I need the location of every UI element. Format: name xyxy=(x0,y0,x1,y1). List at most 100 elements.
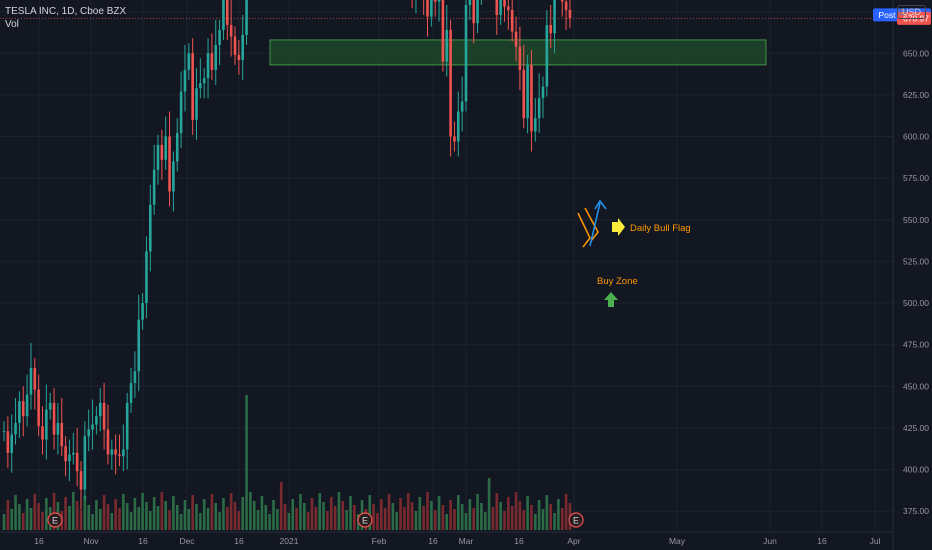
currency-button[interactable]: USD xyxy=(896,5,926,19)
candle-body xyxy=(437,0,441,2)
x-tick-label: 16 xyxy=(34,536,44,546)
candle-body xyxy=(472,0,475,24)
y-tick-label: 625.00 xyxy=(903,90,929,100)
volume-bar xyxy=(145,502,148,530)
volume-bar xyxy=(160,492,164,530)
candle-body xyxy=(41,426,44,440)
candle-body xyxy=(60,422,64,447)
volume-bar xyxy=(172,496,175,530)
volume-bar xyxy=(368,495,372,530)
volume-bar xyxy=(437,496,441,530)
volume-bar xyxy=(245,395,248,530)
volume-bar xyxy=(83,496,87,530)
candle-body xyxy=(449,29,452,137)
candle-body xyxy=(549,24,552,34)
volume-bar xyxy=(464,513,468,530)
volume-bar xyxy=(341,501,345,530)
volume-bar xyxy=(433,510,437,530)
volume-bar xyxy=(291,499,295,530)
candle-body xyxy=(129,382,133,403)
volume-indicator-label[interactable]: Vol xyxy=(5,19,19,30)
earnings-marker-label: E xyxy=(52,516,58,526)
candle-body xyxy=(433,0,437,2)
volume-bar xyxy=(314,507,318,530)
x-tick-label: Dec xyxy=(179,536,195,546)
volume-bar xyxy=(345,510,348,530)
volume-bar xyxy=(256,510,260,530)
candle-body xyxy=(110,449,114,455)
volume-bar xyxy=(430,501,433,530)
symbol-title[interactable]: TESLA INC, 1D, Cboe BZX xyxy=(5,6,127,17)
candle-body xyxy=(14,422,17,435)
x-tick-label: 16 xyxy=(514,536,524,546)
candle-body xyxy=(510,9,514,32)
volume-bar xyxy=(72,492,75,530)
bull-flag-line xyxy=(584,207,599,242)
volume-bar xyxy=(133,498,137,530)
volume-bar xyxy=(249,492,252,530)
volume-bar xyxy=(175,505,179,530)
candle-body xyxy=(453,136,456,142)
volume-bar xyxy=(418,497,422,530)
volume-bar xyxy=(210,494,214,530)
volume-bar xyxy=(102,495,106,530)
candle-body xyxy=(464,4,468,102)
volume-bar xyxy=(110,513,114,530)
breakout-arrow xyxy=(589,202,601,247)
candle-body xyxy=(210,53,214,70)
volume-bar xyxy=(125,503,129,530)
volume-bar xyxy=(549,504,552,530)
candle-body xyxy=(229,24,233,37)
volume-bar xyxy=(241,497,244,530)
volume-bar xyxy=(122,494,125,530)
candle-body xyxy=(137,319,141,372)
volume-bar xyxy=(310,498,314,530)
candle-body xyxy=(168,136,171,192)
volume-bar xyxy=(152,497,156,530)
settings-gear-icon[interactable] xyxy=(898,8,906,16)
volume-bar xyxy=(457,495,460,530)
volume-bar xyxy=(472,508,475,530)
candle-body xyxy=(530,64,533,132)
earnings-marker xyxy=(47,512,63,528)
candle-body xyxy=(33,367,37,390)
candle-body xyxy=(21,401,25,417)
y-tick-label: 500.00 xyxy=(903,298,929,308)
volume-bar xyxy=(202,499,206,530)
volume-bar xyxy=(6,500,10,530)
earnings-marker-label: E xyxy=(362,516,368,526)
candle-body xyxy=(83,436,87,490)
candle-body xyxy=(518,46,522,70)
volume-bar xyxy=(545,495,549,530)
volume-bar xyxy=(206,508,210,530)
volume-bar xyxy=(499,502,502,530)
candle-body xyxy=(245,0,248,35)
volume-bar xyxy=(233,502,237,530)
candle-body xyxy=(79,471,83,490)
y-tick-label: 375.00 xyxy=(903,506,929,516)
y-tick-label: 400.00 xyxy=(903,465,929,475)
volume-bar xyxy=(337,492,341,530)
volume-bar xyxy=(422,506,425,530)
volume-bar xyxy=(114,499,117,530)
volume-bar xyxy=(322,502,325,530)
volume-bar xyxy=(534,514,537,530)
volume-bar xyxy=(426,492,429,530)
volume-bar xyxy=(283,504,287,530)
candle-body xyxy=(233,36,237,55)
candle-body xyxy=(2,431,6,433)
candle-body xyxy=(45,409,48,440)
volume-bar xyxy=(79,510,83,530)
candle-body xyxy=(222,0,225,30)
volume-bar xyxy=(268,514,271,530)
candle-body xyxy=(114,449,117,455)
candle-body xyxy=(6,431,10,453)
volume-bar xyxy=(410,502,414,530)
candle-body xyxy=(545,24,549,87)
candle-body xyxy=(102,402,106,430)
candle-body xyxy=(72,452,75,455)
candle-body xyxy=(56,422,60,435)
candle-body xyxy=(214,44,218,70)
volume-bar xyxy=(449,500,452,530)
